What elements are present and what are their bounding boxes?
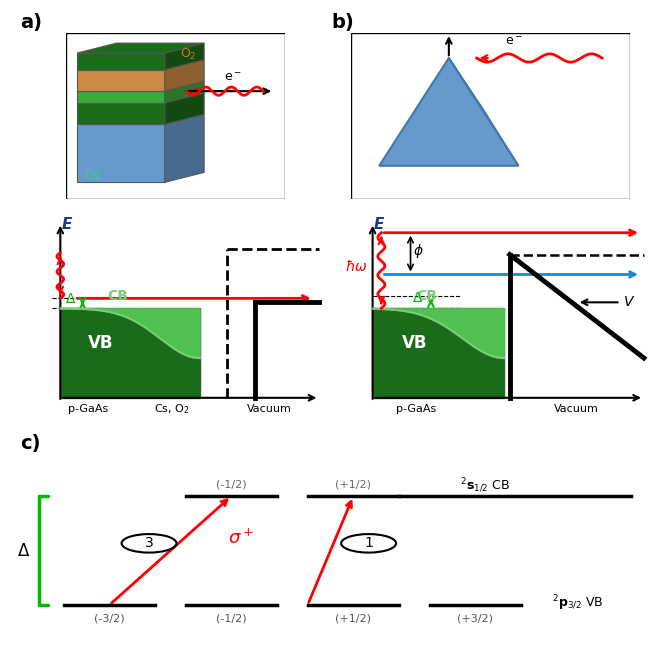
Text: E: E: [62, 217, 72, 232]
Text: $^2\mathbf{s}_{1/2}$ CB: $^2\mathbf{s}_{1/2}$ CB: [460, 477, 511, 495]
Text: $\phi$: $\phi$: [414, 241, 424, 260]
Polygon shape: [77, 53, 165, 70]
Polygon shape: [77, 93, 204, 103]
Text: (+1/2): (+1/2): [335, 613, 371, 623]
Text: Cs, O$_2$: Cs, O$_2$: [154, 402, 190, 416]
Polygon shape: [77, 91, 165, 103]
FancyBboxPatch shape: [351, 33, 630, 199]
Text: Vacuum: Vacuum: [554, 404, 599, 414]
Text: (-1/2): (-1/2): [216, 613, 247, 623]
Polygon shape: [165, 81, 204, 103]
Text: $\Delta$: $\Delta$: [64, 292, 76, 306]
Polygon shape: [165, 93, 204, 125]
Text: Vacuum: Vacuum: [247, 404, 292, 414]
Text: CB: CB: [107, 289, 129, 304]
Text: (+1/2): (+1/2): [335, 480, 371, 490]
Polygon shape: [77, 125, 165, 182]
Polygon shape: [77, 70, 165, 91]
Polygon shape: [77, 81, 204, 91]
Text: VB: VB: [88, 334, 113, 352]
Polygon shape: [77, 115, 204, 125]
Text: p-GaAs: p-GaAs: [68, 404, 108, 414]
Polygon shape: [165, 115, 204, 182]
Text: (-3/2): (-3/2): [94, 613, 125, 623]
FancyBboxPatch shape: [66, 33, 285, 199]
Polygon shape: [165, 60, 204, 91]
Text: $V$: $V$: [623, 295, 636, 310]
Text: $^2\mathbf{p}_{3/2}$ VB: $^2\mathbf{p}_{3/2}$ VB: [552, 593, 603, 613]
Text: CB: CB: [416, 289, 437, 304]
Text: a): a): [20, 13, 42, 32]
Text: 1: 1: [364, 536, 373, 550]
Text: e$^-$: e$^-$: [224, 71, 242, 84]
Text: VB: VB: [402, 334, 427, 352]
Polygon shape: [379, 58, 518, 166]
Text: b): b): [332, 13, 354, 32]
Polygon shape: [77, 60, 204, 70]
Polygon shape: [77, 103, 165, 125]
Text: p-GaAs: p-GaAs: [396, 404, 436, 414]
Polygon shape: [60, 308, 200, 398]
Text: $\Delta$: $\Delta$: [412, 291, 424, 306]
Text: O$_2$: O$_2$: [180, 47, 197, 62]
Text: (-1/2): (-1/2): [216, 480, 247, 490]
Text: $\sigma^+$: $\sigma^+$: [227, 528, 253, 548]
Text: (+3/2): (+3/2): [457, 613, 493, 623]
Text: Cs: Cs: [84, 169, 99, 182]
Polygon shape: [165, 43, 204, 70]
Polygon shape: [77, 43, 204, 53]
Text: 3: 3: [145, 536, 153, 550]
Polygon shape: [449, 58, 518, 166]
Text: E: E: [374, 217, 385, 232]
Text: $\hbar\omega$: $\hbar\omega$: [345, 259, 367, 274]
Polygon shape: [373, 308, 504, 398]
Text: c): c): [20, 434, 40, 453]
Text: e$^-$: e$^-$: [505, 34, 522, 48]
Text: $\Delta$: $\Delta$: [17, 542, 30, 560]
